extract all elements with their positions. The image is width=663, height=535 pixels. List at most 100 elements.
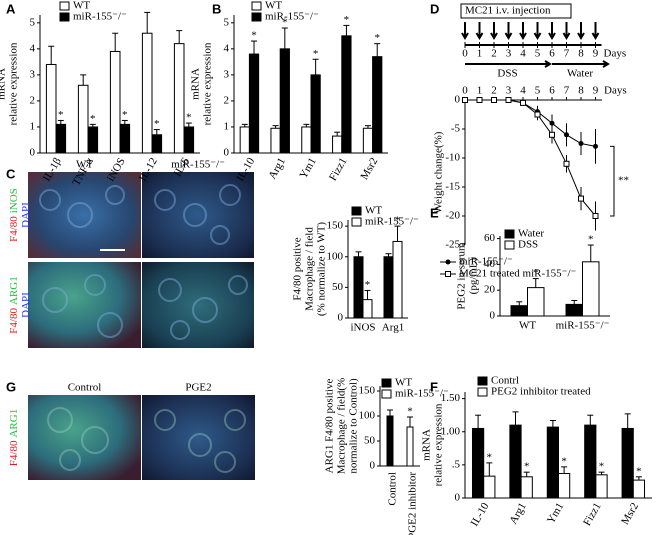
y-tick-label: -20 [445,210,460,222]
legend-label: WT [365,205,382,217]
stain-label: DAPI [20,292,32,318]
legend-swatch [381,378,392,388]
x-tick-label: 5 [535,85,541,97]
bar [509,424,522,499]
phase-arrow [465,60,552,68]
stain-label: F4/80 [8,216,20,242]
legend-label: PEG2 inhibitor treated [491,386,591,398]
bar [386,415,394,467]
bar [546,426,560,499]
legend-swatch [504,229,515,239]
y-axis-label: F4/80 positive [292,237,304,300]
y-tick-label: 5 [30,16,36,28]
x-tick-label: 0 [462,85,468,97]
legend-label: miR-155⁻/⁻ [365,216,419,228]
timeline-title: MC21 i.v. injection [465,5,551,17]
injection-arrow [562,22,571,40]
injection-arrow [548,22,556,40]
bar [301,126,312,154]
bar [141,32,153,154]
y-tick-label: 2 [30,94,36,106]
bar [310,74,321,154]
x-tick-label: PGE2 inhibitor [407,472,419,535]
x-tick-label: Msr2 [358,156,380,182]
y-tick-label: 5 [224,16,230,28]
y-tick-label: 0 [370,460,376,472]
legend-label: DSS [518,239,538,251]
injection-arrow [591,22,600,40]
legend-swatch [381,389,392,399]
x-tick-label: Control [387,472,399,506]
y-tick-label: -10 [445,152,460,164]
timeline-day: 4 [520,48,526,60]
x-tick-label: 4 [520,85,526,97]
y-tick-label: 1.50 [441,392,461,404]
x-tick-label: Arg1 [382,322,404,334]
timeline-day: 6 [549,48,555,60]
timeline-day: 1 [477,48,483,60]
phase-arrow [552,60,610,68]
y-tick-label: 0 [490,310,496,322]
phase-label: Water [567,68,593,80]
series-line [465,99,596,217]
x-tick-label: Msr2 [619,501,641,527]
marker [592,213,599,219]
timeline-day: 0 [462,48,468,60]
significance-mark: * [313,48,319,60]
significance-mark: * [561,455,567,467]
y-axis-label: ARG1 F4/80 positive [324,379,336,474]
timeline-title-box [460,3,572,19]
timeline-day: 7 [564,48,570,60]
y-tick-label: -15 [445,181,460,193]
x-tick-label: Ym1 [545,501,566,526]
y-axis-label: Macrophage / field(% [336,378,348,475]
bar [109,50,121,154]
significance-mark: * [395,215,401,227]
y-tick-label: 4 [30,42,36,54]
y-axis-label: mRNA [0,68,8,100]
y-tick-label: .5 [452,458,461,470]
bar [151,134,163,154]
significance-mark: * [588,234,594,246]
y-tick-label: 0 [455,492,461,504]
image-column-label: WT [76,159,93,171]
timeline-unit: Days [604,48,627,60]
y-tick-label: 1.00 [441,425,461,437]
timeline-day: 8 [578,48,584,60]
significance-mark: * [524,461,530,473]
y-tick-label: -25 [445,239,460,251]
y-tick-label: 150 [327,220,344,232]
stain-label: F4/80 [8,308,20,334]
bar [558,472,571,499]
significance-mark: * [344,14,350,26]
x-tick-label: Arg1 [507,501,529,526]
micrographs-g [28,395,255,480]
significance-mark: * [374,32,380,44]
legend-marker [445,271,451,277]
significance-mark: * [365,279,371,291]
panel-letter: F [430,379,438,394]
y-axis-label: Macrophage / field [304,227,316,311]
legend-label: miR-155⁻/⁻ [73,11,127,23]
y-tick-label: 0 [338,312,344,324]
legend-label: WT [395,377,412,389]
marker [578,195,584,202]
panel-letter: A [6,1,16,16]
y-tick-label: 0 [455,94,461,106]
bar [621,427,634,499]
y-tick-label: 3 [30,68,36,80]
x-tick-label: WT [519,320,536,332]
image-column-label: PGE2 [185,382,211,394]
marker [549,131,555,138]
y-tick-label: 2 [224,94,230,106]
bar [341,35,352,154]
y-tick-label: 3 [224,68,230,80]
injection-arrow [519,22,527,40]
image-row-label: F4/80 iNOSDAPI [8,188,32,242]
bar [173,43,185,154]
panel-letter: E [430,205,439,220]
legend-swatch [351,217,362,227]
bar [483,475,496,499]
y-tick-label: 0 [224,147,230,159]
stain-label: F4/80 [8,440,20,466]
